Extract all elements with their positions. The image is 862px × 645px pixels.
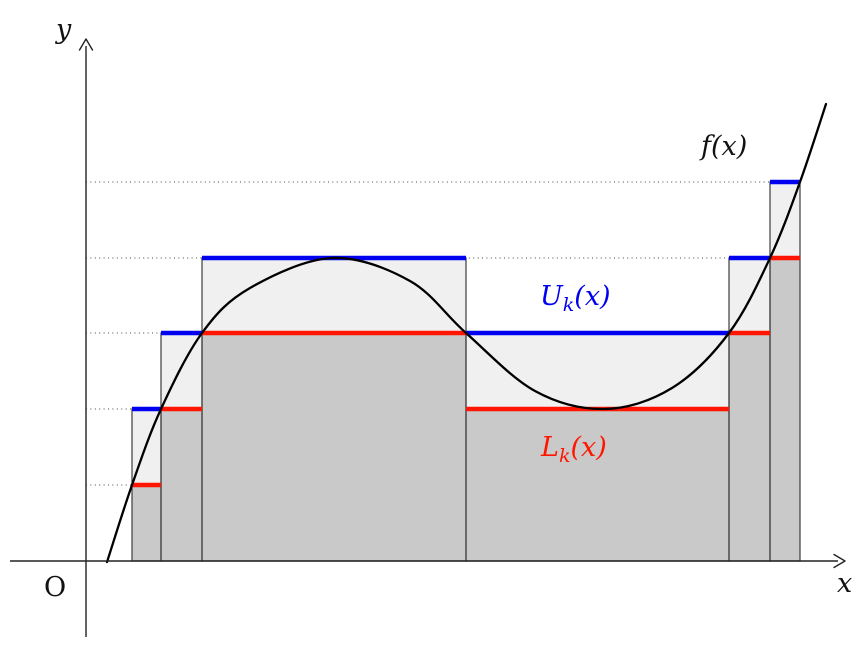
x-axis-label: x [837,568,852,599]
upper-sum-args: (x) [574,281,610,312]
riemann-rectangles [132,182,800,561]
upper-sum-base: U [540,281,564,312]
upper-sum-subscript: k [563,294,575,316]
lower-sum-args: (x) [570,432,606,463]
lower-rectangle-fill [202,333,466,561]
function-curve-layer [105,102,828,564]
lower-rectangle-fill [729,333,770,561]
lower-rectangle-fill [161,409,202,561]
function-label: f(x) [699,131,747,162]
upper-sum-label: Uk(x) [540,281,611,316]
lower-sum-base: L [540,432,559,463]
lower-rectangle-fill [132,485,161,561]
origin-label: O [44,572,66,603]
lower-sum-label: Lk(x) [540,432,607,467]
lower-sum-subscript: k [559,445,571,467]
y-axis-label: y [55,14,72,45]
x-axis-arrowhead [833,553,846,569]
function-curve [105,102,828,564]
lower-rectangle-fill [466,409,729,561]
axes-layer [10,38,846,637]
y-axis-arrowhead [78,38,94,51]
lower-rectangle-fill [770,258,800,561]
